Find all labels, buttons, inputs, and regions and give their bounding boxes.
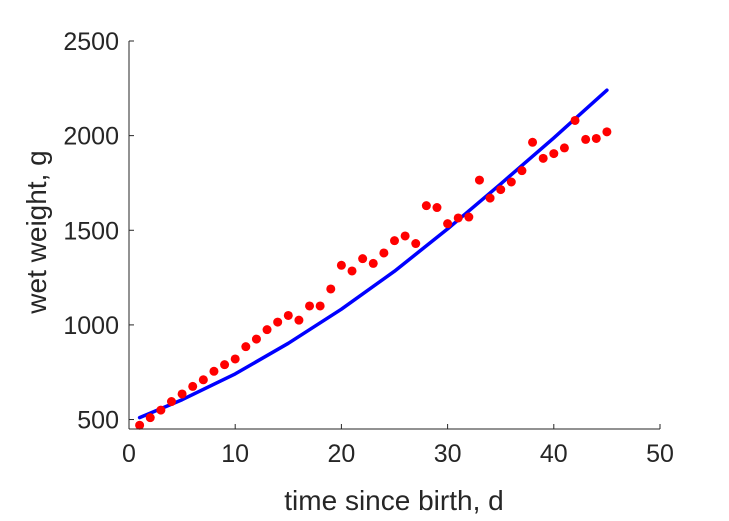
data-point	[283, 310, 293, 320]
x-axis-label: time since birth, d	[284, 485, 503, 516]
data-point	[421, 201, 431, 211]
y-tick-label: 1000	[63, 312, 119, 340]
data-point	[145, 413, 155, 423]
data-point	[368, 258, 378, 268]
data-point	[358, 254, 368, 264]
data-point	[230, 354, 240, 364]
data-point	[559, 143, 569, 153]
data-point	[241, 342, 251, 352]
x-tick-label: 0	[122, 440, 136, 468]
data-point	[538, 153, 548, 163]
data-point	[591, 133, 601, 143]
data-point	[135, 420, 145, 430]
data-point	[390, 236, 399, 246]
data-point	[464, 212, 474, 222]
data-point	[198, 375, 208, 385]
data-point	[411, 239, 421, 249]
data-point	[305, 301, 315, 311]
data-point	[400, 231, 410, 241]
data-point	[315, 301, 325, 311]
x-tick-label: 30	[434, 440, 462, 468]
data-point	[485, 193, 495, 203]
axes: 0 10 20 30 40 50 500 1000 1500 2000 2500	[63, 28, 674, 468]
data-point	[528, 137, 538, 147]
data-point	[209, 366, 219, 376]
data-point	[379, 248, 389, 258]
data-point	[166, 397, 176, 407]
data-point	[453, 213, 463, 223]
data-point	[549, 149, 559, 159]
y-tick-label: 1500	[63, 217, 119, 245]
data-point	[602, 127, 612, 137]
x-tick-label: 10	[221, 440, 249, 468]
plot-area	[135, 88, 612, 430]
data-point	[273, 317, 283, 327]
y-axis-label: wet weight, g	[21, 150, 52, 314]
data-point	[581, 134, 591, 144]
data-point	[262, 325, 272, 335]
data-point	[188, 381, 198, 391]
fit-curve	[137, 88, 609, 420]
data-point	[326, 284, 336, 294]
data-point	[432, 203, 442, 213]
data-point	[570, 115, 580, 125]
data-point	[220, 360, 230, 370]
data-point	[347, 266, 357, 276]
data-point	[336, 260, 346, 270]
y-tick-label: 500	[77, 407, 119, 435]
data-point	[251, 334, 261, 344]
data-point	[506, 177, 516, 187]
x-tick-label: 50	[646, 440, 674, 468]
x-tick-label: 20	[327, 440, 355, 468]
data-point	[443, 219, 453, 229]
data-point	[496, 185, 506, 195]
y-tick-label: 2000	[63, 123, 119, 151]
data-point	[294, 315, 304, 325]
data-point	[517, 166, 527, 176]
data-point	[177, 389, 187, 399]
data-point	[474, 175, 484, 185]
data-point	[156, 405, 166, 415]
x-tick-label: 40	[540, 440, 568, 468]
y-tick-label: 2500	[63, 28, 119, 56]
